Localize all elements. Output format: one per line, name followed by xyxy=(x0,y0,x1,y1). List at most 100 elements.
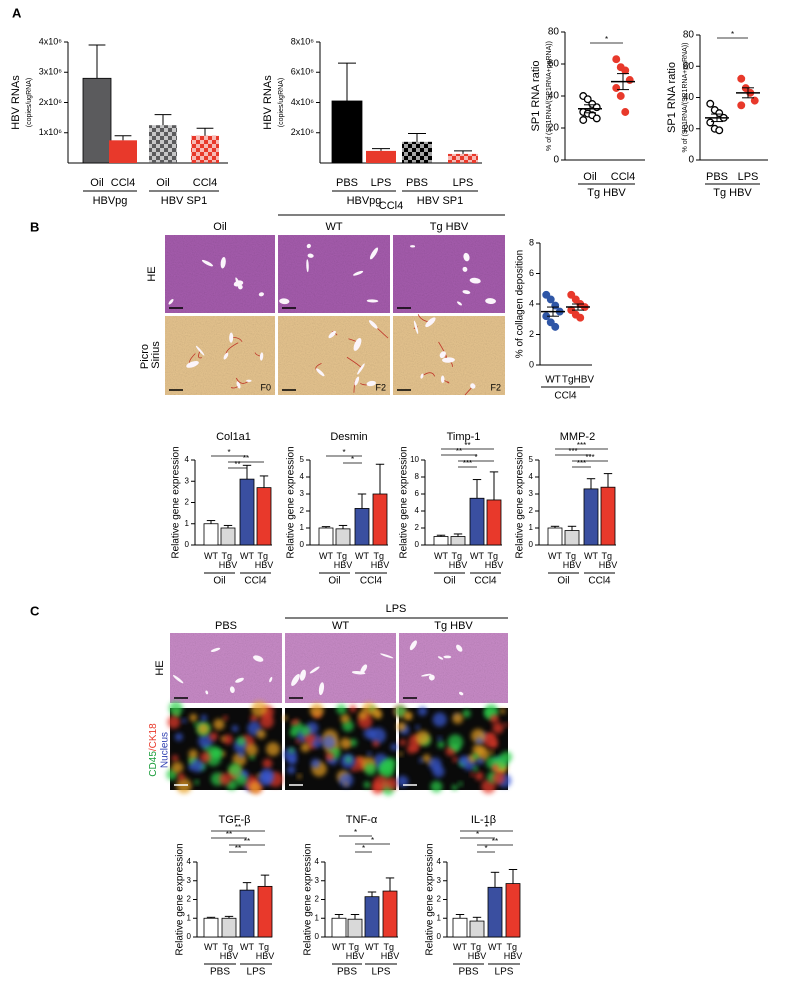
bar xyxy=(448,153,478,163)
vessel xyxy=(229,686,235,693)
cell-blob xyxy=(406,744,417,754)
cell-blob xyxy=(200,714,208,722)
cell-blob xyxy=(250,714,259,723)
cell-blob xyxy=(385,777,398,791)
bar xyxy=(433,536,449,546)
y-tick-label: 0 xyxy=(415,540,420,549)
row-label: HE xyxy=(154,660,166,675)
cell-blob xyxy=(396,775,409,788)
cell-blob xyxy=(491,764,499,772)
cell-blob xyxy=(177,773,185,781)
cell-blob xyxy=(344,781,349,787)
category-label: WT xyxy=(204,942,218,952)
chart-title: Col1a1 xyxy=(216,431,251,443)
vessel xyxy=(421,673,432,677)
bar xyxy=(82,77,112,164)
y-tick-label: 8 xyxy=(415,472,420,481)
cell-blob xyxy=(364,763,377,776)
data-point xyxy=(750,96,759,105)
y-tick-label: 10 xyxy=(410,455,419,464)
cell-blob xyxy=(373,775,389,791)
cell-blob xyxy=(193,721,199,727)
y-tick-label: 1x10⁶ xyxy=(39,127,63,137)
y-tick-label: 8 xyxy=(529,237,534,247)
data-point xyxy=(571,295,580,304)
y-tick-label: 3x10⁶ xyxy=(39,67,63,77)
cell-blob xyxy=(428,757,442,771)
micrograph-texture xyxy=(399,633,508,703)
vessel xyxy=(318,682,325,696)
cell-blob xyxy=(489,750,494,755)
row-label: Picro Sirius xyxy=(139,341,162,369)
cell-blob xyxy=(317,737,323,742)
chart-title: TGF-β xyxy=(219,814,251,826)
cell-blob xyxy=(259,714,274,729)
vessel xyxy=(354,376,360,386)
cell-blob xyxy=(228,763,242,777)
chart-title: MMP-2 xyxy=(560,431,595,443)
cell-blob xyxy=(245,743,258,757)
y-tick-label: 0 xyxy=(437,932,442,941)
column-label: Oil xyxy=(213,221,226,233)
cell-blob xyxy=(403,711,413,721)
y-tick-label: 3 xyxy=(300,489,305,498)
fibrosis-score: F0 xyxy=(260,382,271,392)
y-tick-label: 8x10⁶ xyxy=(291,36,315,46)
y-tick-label: 5 xyxy=(529,455,534,464)
vessel xyxy=(380,653,394,659)
category-label: WT xyxy=(365,942,379,952)
category-label: Tg HBV xyxy=(219,551,238,570)
vessel xyxy=(366,299,379,303)
category-label: WT xyxy=(470,551,484,561)
y-axis-label: Relative gene expression xyxy=(286,446,297,558)
category-label: Oil xyxy=(583,171,596,183)
bar xyxy=(354,508,370,546)
group-label: PBS xyxy=(210,967,230,978)
vessel xyxy=(369,247,379,260)
bar xyxy=(452,917,468,938)
cell-blob xyxy=(499,708,506,714)
vessel xyxy=(306,243,311,249)
y-tick-label: 3 xyxy=(185,476,190,485)
vessel xyxy=(440,375,445,384)
y-tick-label: 4 xyxy=(300,472,305,481)
cell-blob xyxy=(487,734,494,740)
cell-blob xyxy=(289,728,299,738)
bar xyxy=(402,141,432,163)
y-axis-sublabel: (copies/ugRNA) xyxy=(278,78,285,127)
significance-label: ** xyxy=(235,823,241,832)
category-label: WT xyxy=(355,551,369,561)
cell-blob xyxy=(470,772,475,777)
micrograph-texture xyxy=(165,316,275,395)
significance-label: ** xyxy=(235,844,241,853)
cell-blob xyxy=(235,773,247,786)
y-tick-label: 2 xyxy=(529,329,534,339)
cell-blob xyxy=(339,737,352,750)
bar xyxy=(347,918,363,938)
bar xyxy=(372,493,388,546)
column-label: Tg HBV xyxy=(434,620,473,632)
significance-label: * xyxy=(342,448,345,457)
cell-blob xyxy=(452,712,464,724)
group-label: PBS xyxy=(337,967,357,978)
group-label: CCl4 xyxy=(360,576,383,587)
cell-blob xyxy=(167,715,181,729)
y-axis-sublabel: % of (SP1RNA/(SP1RNA+pgRNA)) xyxy=(546,41,553,151)
cell-blob xyxy=(231,725,239,732)
cell-blob xyxy=(372,740,380,747)
y-tick-label: 80 xyxy=(548,27,560,38)
y-axis-label: SP1 RNA ratio xyxy=(666,62,678,133)
significance-label: * xyxy=(731,30,734,39)
cell-blob xyxy=(396,721,406,732)
cell-blob xyxy=(491,771,505,785)
cell-blob xyxy=(399,739,407,746)
cell-blob xyxy=(462,709,471,718)
significance-label: ** xyxy=(226,830,232,839)
data-point xyxy=(583,95,592,104)
category-label: Oil xyxy=(156,177,169,189)
group-label: HBV SP1 xyxy=(161,195,207,207)
cell-blob xyxy=(415,725,420,730)
y-tick-label: 3 xyxy=(315,876,320,885)
bar xyxy=(364,896,380,938)
chart-title: IL-1β xyxy=(471,814,496,826)
